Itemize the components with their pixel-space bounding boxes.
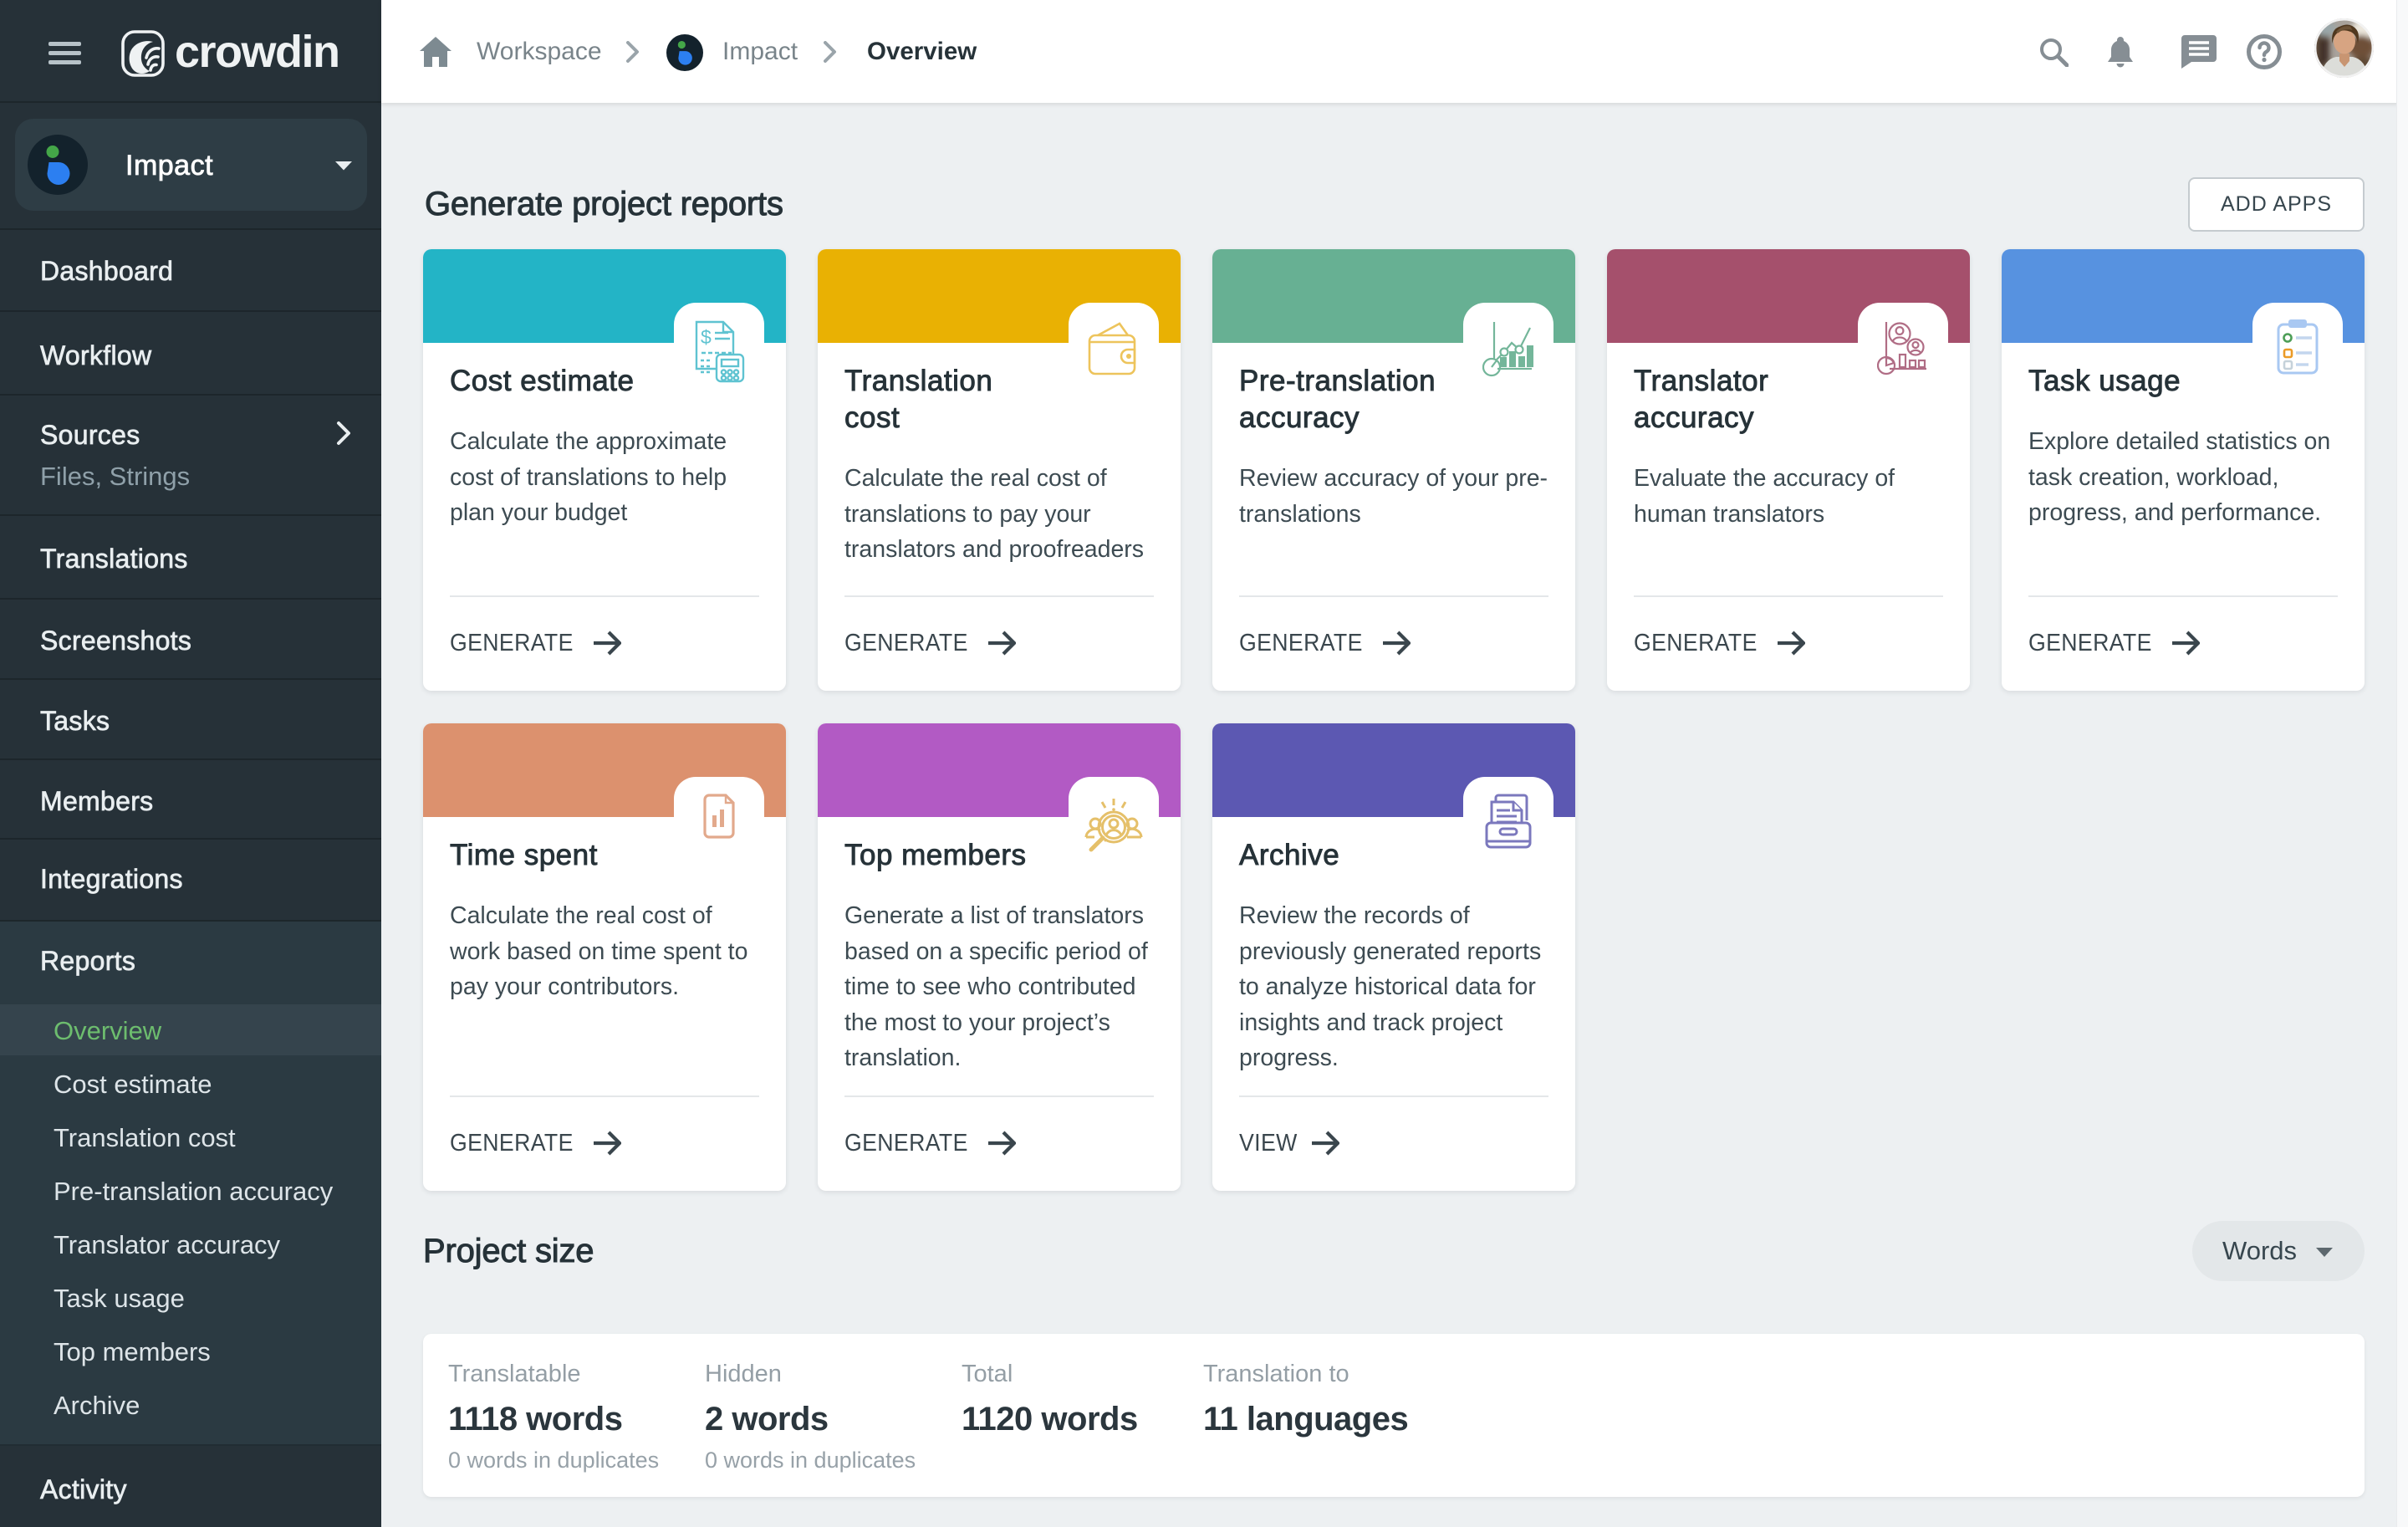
svg-text:$: $ bbox=[701, 326, 712, 348]
